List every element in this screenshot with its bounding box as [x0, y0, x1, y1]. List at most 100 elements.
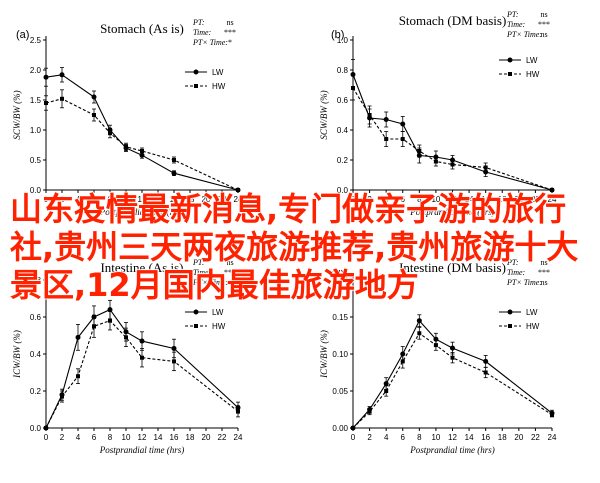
panel-c-point-hw: [76, 374, 80, 379]
panel-c-point-hw: [108, 318, 112, 323]
panel-c-point-lw: [139, 338, 145, 344]
panel-b-point-hw: [433, 159, 438, 164]
overlay-headline: 山东疫情最新消息,专门做亲子游的旅行社,贵州三天两夜旅游推荐,贵州旅游十大景区,…: [9, 189, 579, 305]
panel-a-x-tick-label: 6: [92, 195, 97, 204]
panel-c-x-tick-label: 16: [170, 433, 179, 442]
panel-d-y-tick-label: 0.00: [332, 424, 348, 433]
panel-b-x-tick-label: 8: [417, 195, 422, 204]
panel-a-x-tick-label: 10: [122, 195, 131, 204]
panel-b-y-tick-label: 1.0: [337, 36, 349, 45]
panel-a-point-hw: [140, 149, 144, 153]
panel-a-y-tick-label: 0.5: [30, 156, 42, 165]
panel-c-x-tick-label: 10: [122, 433, 131, 442]
panel-d-x-tick-label: 12: [448, 433, 457, 442]
panel-a-stat-label: PT× Time:: [192, 38, 228, 47]
panel-a-legend-marker: [193, 69, 199, 75]
panel-a-point-hw: [124, 144, 128, 149]
panel-d-point-hw: [417, 331, 422, 336]
panel-d-point-lw: [416, 318, 422, 324]
panel-a-point-lw: [43, 74, 49, 80]
panel-c-y-tick-label: 0.8: [30, 276, 42, 285]
panel-b-y-tick-label: 0.4: [337, 126, 349, 135]
panel-a-y-tick-label: 2.5: [30, 36, 42, 45]
panel-a-x-tick-label: 2: [60, 195, 65, 204]
panel-a-point-hw: [108, 131, 112, 135]
panel-d-point-hw: [550, 412, 554, 417]
panel-b-stat-value: ns: [540, 30, 547, 39]
panel-d-stat-label: PT:: [506, 258, 519, 267]
panel-d-point-lw: [383, 381, 389, 387]
panel-a-point-hw: [44, 101, 48, 105]
panel-c-x-tick-label: 24: [234, 433, 243, 442]
panel-c-x-tick-label: 4: [76, 433, 81, 442]
panel-b-x-tick-label: 20: [514, 195, 523, 204]
panel-c-point-hw: [140, 355, 144, 360]
panel-d-series-lw-line: [352, 319, 553, 429]
panel-c-x-tick-label: 14: [154, 433, 163, 442]
panel-c-point-hw: [124, 335, 128, 340]
panel-c-x-tick-label: 20: [202, 433, 211, 442]
panel-d-y-tick-label: 0.05: [332, 387, 348, 396]
panel-d-legend-label: LW: [526, 308, 538, 317]
panel-d-title: Intestine (DM basis): [399, 260, 506, 275]
panel-d-point-lw: [450, 345, 455, 351]
panel-c-x-axis-label: Postprandial time (hrs): [99, 445, 185, 455]
panel-b-x-tick-label: 12: [448, 195, 457, 204]
panel-d-stat-value: ***: [538, 268, 550, 277]
panel-d-point-hw: [367, 409, 372, 414]
panel-c-legend-label: HW: [212, 322, 226, 331]
panel-b-series-hw-line: [352, 87, 553, 191]
panel-b-y-tick-label: 0.8: [337, 66, 349, 75]
panel-b-label: (b): [331, 29, 344, 41]
panel-c-point-hw: [60, 394, 64, 399]
panel-a-x-tick-label: 16: [170, 195, 179, 204]
panel-a-y-axis-label: SCW/BW (%): [12, 90, 22, 139]
panel-d-stat-value: ns: [540, 278, 547, 287]
panel-b-stat-label: Time:: [507, 20, 526, 29]
panel-d-x-tick-label: 20: [514, 433, 523, 442]
panel-a-point-hw: [60, 96, 64, 101]
panel-c-x-tick-label: 2: [60, 433, 65, 442]
panel-c-legend-label: LW: [212, 308, 224, 317]
panel-c-x-tick-label: 0: [44, 433, 49, 442]
panel-a-stat-value: ns: [226, 18, 233, 27]
panel-d-y-tick-label: 0.20: [332, 276, 348, 285]
panel-b-point-hw: [417, 149, 422, 153]
panel-a-legend-label: HW: [212, 82, 226, 91]
panel-c-stat-value: ***: [224, 268, 236, 277]
panel-a-point-lw: [59, 72, 65, 78]
panel-b-stat-value: ns: [540, 10, 547, 19]
panel-c-point-hw: [92, 324, 96, 329]
panel-d-stat-value: ns: [540, 258, 547, 267]
panel-d-point-hw: [384, 389, 389, 393]
panel-a-x-tick-label: 20: [202, 195, 211, 204]
panel-b-x-tick-label: 0: [351, 195, 356, 204]
panel-c-x-tick-label: 12: [138, 433, 147, 442]
panel-d-point-lw: [483, 358, 489, 364]
panel-d-point-hw: [450, 355, 455, 360]
panel-c-y-tick-label: 0.2: [30, 387, 42, 396]
panel-a-series-lw-line: [45, 74, 239, 191]
panel-c-point-lw: [171, 345, 177, 351]
panel-a-series-hw-line: [45, 98, 239, 191]
panel-b-x-tick-label: 14: [465, 195, 474, 204]
panel-a-x-tick-label: 4: [76, 195, 81, 204]
panel-c-y-tick-label: 0.0: [30, 424, 42, 433]
panel-c-x-tick-label: 8: [108, 433, 113, 442]
panel-b-point-hw: [367, 113, 372, 117]
panel-c-title: Intestine (As is): [100, 260, 183, 275]
panel-c-y-axis-label: ICW/BW (%): [12, 330, 22, 379]
panel-c-stat-value: ns: [226, 258, 233, 267]
panel-b-stat-value: ***: [538, 20, 550, 29]
panel-a-legend-marker: [194, 84, 198, 88]
panel-a-stat-value: *: [228, 38, 232, 47]
panel-d-x-tick-label: 2: [367, 433, 372, 442]
panel-b-y-axis-label: SCW/BW (%): [319, 90, 329, 139]
panel-b-y-tick-label: 0.2: [337, 156, 349, 165]
panel-a-x-tick-label: 22: [218, 195, 227, 204]
panel-a-y-tick-label: 0.0: [30, 186, 42, 195]
panel-b-point-hw: [351, 86, 355, 90]
panel-d-point-hw: [351, 426, 355, 430]
panel-c-point-hw: [172, 359, 176, 364]
panel-d-x-tick-label: 18: [498, 433, 507, 442]
